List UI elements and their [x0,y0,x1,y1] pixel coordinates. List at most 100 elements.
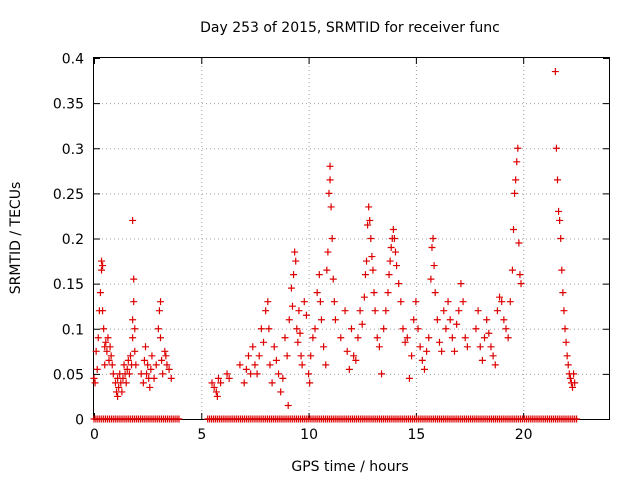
y-tick-label: 0 [75,413,84,429]
data-point [270,343,278,351]
data-point [327,203,335,211]
data-point [510,225,518,233]
data-point [148,352,156,360]
data-point [569,383,577,391]
data-point [515,239,523,247]
data-point [91,379,99,387]
data-point [371,307,379,315]
data-point [96,289,104,297]
data-point [326,162,334,170]
data-point [438,347,446,355]
data-point [290,271,298,279]
data-point [420,365,428,373]
data-point [123,365,131,373]
data-point [551,68,559,76]
data-point [100,325,108,333]
data-point [457,280,465,288]
data-point [99,307,107,315]
data-point [390,235,398,242]
data-point [313,289,321,297]
data-point [257,325,265,333]
data-point [302,311,310,319]
y-tick-label: 0.1 [62,322,84,338]
data-point [326,176,334,184]
data-point [294,338,302,346]
data-point [444,298,452,306]
data-point [476,343,484,351]
data-points [90,68,581,423]
data-point [114,392,122,400]
data-point [487,343,495,351]
data-point [245,352,252,360]
data-point [410,316,418,324]
data-point [101,361,109,369]
data-point [360,293,368,301]
data-point [446,316,454,324]
data-point [435,338,443,346]
data-point [423,347,431,355]
data-point [266,361,274,369]
data-point [389,225,397,233]
data-point [442,325,450,333]
data-point [429,235,437,242]
data-point [341,307,349,315]
data-point [124,356,132,364]
data-point [373,334,381,342]
data-point [455,307,463,315]
data-point [500,316,508,324]
y-tick-label: 0.05 [53,367,84,383]
data-point [350,352,358,360]
data-point [461,334,469,342]
data-point [324,248,332,256]
data-point [154,325,162,333]
data-point [493,307,501,315]
data-point [162,352,170,360]
data-point [165,365,173,373]
data-point [240,379,248,387]
data-point [472,325,480,333]
y-tick-label: 0.35 [53,97,84,113]
data-point [401,338,409,346]
data-point [285,316,293,324]
data-point [142,343,149,351]
data-point [555,207,563,215]
data-point [115,383,123,391]
data-point [516,271,524,279]
data-point [107,352,115,360]
data-point [317,316,325,324]
data-point [552,144,560,152]
data-point [295,307,303,315]
x-tick-label: 10 [300,427,318,443]
data-point [126,352,134,360]
data-point [325,189,333,197]
data-point [315,271,323,279]
data-point [130,298,138,306]
data-point [428,244,436,252]
data-point [144,361,152,369]
data-point [558,266,566,274]
data-point [264,298,272,306]
data-point [90,374,98,382]
data-point [512,176,520,184]
data-point [300,298,308,306]
data-point [99,262,107,270]
data-point [504,334,512,342]
data-point [288,302,296,310]
data-point [331,316,339,324]
data-point [320,343,328,351]
ticks: 0 0.05 0.1 0.15 0.2 0.25 0.3 0.35 0.4 0 5 10 15 20 [53,52,609,443]
data-point [478,356,486,364]
data-point [167,374,175,382]
data-point [140,356,148,364]
data-point [223,370,231,378]
data-point [157,298,165,306]
data-point [366,216,374,224]
data-point [393,262,401,270]
data-point [260,338,268,346]
data-point [129,334,137,342]
data-point [408,352,416,360]
data-point [236,361,244,369]
data-point [306,379,314,387]
data-point [412,298,420,306]
data-point [566,374,574,382]
